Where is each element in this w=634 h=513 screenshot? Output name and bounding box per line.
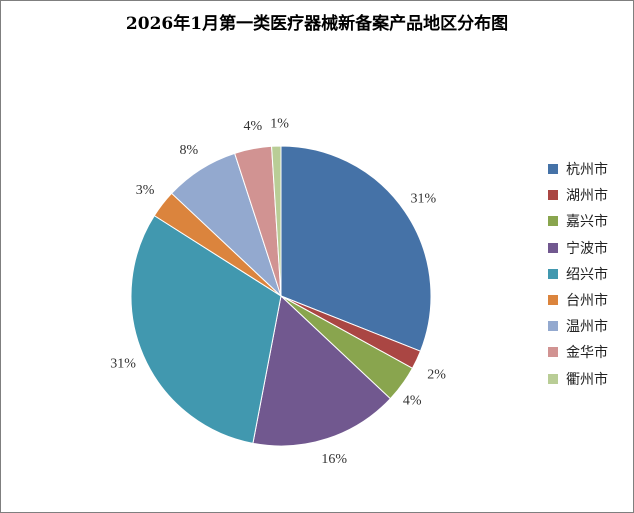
legend-item: 温州市: [548, 313, 608, 339]
slice-label-5: 31%: [110, 357, 136, 372]
slice-label-1: 31%: [410, 192, 436, 207]
legend-label: 绍兴市: [566, 266, 608, 283]
legend-label: 台州市: [566, 293, 608, 310]
legend-label: 嘉兴市: [566, 214, 608, 231]
legend: 杭州市湖州市嘉兴市宁波市绍兴市台州市温州市金华市衢州市: [548, 156, 608, 392]
slice-label-9: 1%: [270, 116, 289, 131]
legend-item: 衢州市: [548, 366, 608, 392]
legend-item: 杭州市: [548, 156, 608, 182]
slice-label-3: 4%: [403, 393, 422, 408]
slice-label-8: 4%: [243, 119, 262, 134]
legend-label: 杭州市: [566, 162, 608, 179]
legend-swatch: [548, 216, 558, 227]
pie-slice-1: [280, 145, 432, 352]
pie-slice-4: [252, 295, 392, 447]
slice-label-7: 8%: [179, 143, 198, 158]
legend-swatch: [548, 190, 558, 201]
legend-swatch: [548, 268, 558, 279]
legend-item: 宁波市: [548, 235, 608, 261]
legend-swatch: [548, 164, 558, 175]
legend-swatch: [548, 321, 558, 332]
pie-slice-9: [271, 145, 282, 297]
legend-item: 台州市: [548, 287, 608, 313]
legend-swatch: [548, 242, 558, 253]
legend-item: 绍兴市: [548, 261, 608, 287]
legend-label: 湖州市: [566, 188, 608, 205]
legend-swatch: [548, 347, 558, 358]
legend-label: 宁波市: [566, 240, 608, 257]
slice-label-6: 3%: [136, 183, 155, 198]
legend-label: 金华市: [566, 345, 608, 362]
legend-label: 温州市: [566, 319, 608, 336]
legend-item: 嘉兴市: [548, 208, 608, 234]
slice-label-4: 16%: [321, 452, 347, 467]
slice-label-2: 2%: [427, 367, 446, 382]
chart-title: 2026年1月第一类医疗器械新备案产品地区分布图: [125, 14, 509, 34]
legend-swatch: [548, 373, 558, 384]
legend-label: 衢州市: [566, 371, 608, 388]
legend-item: 金华市: [548, 339, 608, 365]
legend-item: 湖州市: [548, 182, 608, 208]
legend-swatch: [548, 295, 558, 306]
